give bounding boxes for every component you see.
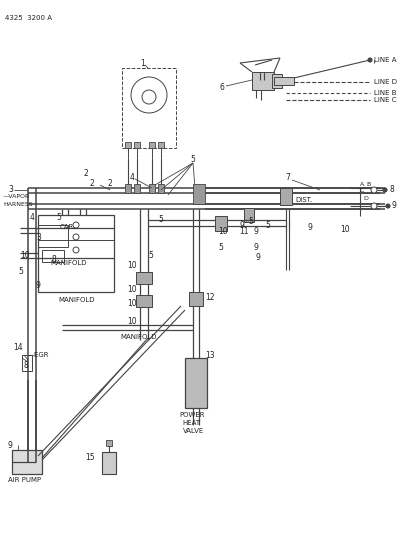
Text: 15: 15 bbox=[85, 454, 95, 463]
Text: 10: 10 bbox=[218, 228, 228, 237]
Bar bbox=[38, 215, 114, 292]
Text: 1: 1 bbox=[140, 59, 145, 68]
Bar bbox=[38, 225, 68, 247]
Text: LINE C: LINE C bbox=[374, 97, 397, 103]
Circle shape bbox=[368, 58, 372, 62]
Text: 5: 5 bbox=[148, 251, 153, 260]
Circle shape bbox=[383, 188, 387, 192]
Text: 5: 5 bbox=[18, 268, 23, 277]
Bar bbox=[125, 184, 131, 193]
Text: 5: 5 bbox=[248, 217, 253, 227]
Text: —EGR: —EGR bbox=[28, 352, 49, 358]
Text: MANIFOLD: MANIFOLD bbox=[120, 334, 157, 340]
Text: 10: 10 bbox=[127, 286, 137, 295]
Text: 9: 9 bbox=[254, 228, 259, 237]
Text: LINE D: LINE D bbox=[374, 79, 397, 85]
Text: 12: 12 bbox=[205, 294, 215, 303]
Bar bbox=[134, 142, 140, 148]
Text: 10: 10 bbox=[127, 261, 137, 270]
Text: —VAPOR: —VAPOR bbox=[3, 195, 30, 199]
Circle shape bbox=[73, 222, 79, 228]
Text: LINE B: LINE B bbox=[374, 90, 397, 96]
Text: 3: 3 bbox=[36, 232, 41, 241]
Bar bbox=[102, 452, 116, 474]
Text: HARNESS: HARNESS bbox=[3, 201, 33, 206]
Text: 6: 6 bbox=[219, 84, 224, 93]
Bar bbox=[189, 292, 203, 306]
Text: 5: 5 bbox=[56, 214, 61, 222]
Text: 9: 9 bbox=[391, 201, 396, 211]
Circle shape bbox=[386, 204, 390, 208]
Bar bbox=[125, 142, 131, 148]
Text: 14: 14 bbox=[13, 343, 22, 352]
Text: 2: 2 bbox=[108, 179, 113, 188]
Text: 9: 9 bbox=[240, 221, 245, 230]
Text: 2: 2 bbox=[83, 169, 88, 179]
Text: 8: 8 bbox=[52, 255, 57, 264]
Bar bbox=[134, 184, 140, 193]
Bar bbox=[215, 216, 227, 231]
Bar bbox=[193, 184, 205, 204]
Text: DIST.: DIST. bbox=[295, 197, 312, 203]
Text: D: D bbox=[363, 196, 368, 200]
Bar bbox=[106, 440, 112, 446]
Bar bbox=[122, 68, 176, 148]
Text: 7: 7 bbox=[285, 174, 290, 182]
Circle shape bbox=[371, 203, 377, 209]
Bar bbox=[136, 272, 152, 284]
Bar bbox=[42, 250, 64, 262]
Text: C: C bbox=[360, 189, 364, 193]
Text: B: B bbox=[366, 182, 370, 188]
Text: 5: 5 bbox=[158, 215, 163, 224]
Bar bbox=[244, 208, 254, 222]
Text: 4: 4 bbox=[30, 214, 35, 222]
Circle shape bbox=[73, 234, 79, 240]
Text: VALVE: VALVE bbox=[183, 428, 204, 434]
Text: 10: 10 bbox=[127, 318, 137, 327]
Bar bbox=[158, 184, 164, 193]
Bar bbox=[252, 72, 274, 90]
Bar bbox=[12, 450, 42, 474]
Bar bbox=[149, 184, 155, 193]
Bar bbox=[185, 358, 207, 408]
Bar bbox=[274, 77, 294, 85]
Text: 5: 5 bbox=[218, 243, 223, 252]
Text: 5: 5 bbox=[265, 221, 270, 230]
Text: 11: 11 bbox=[239, 228, 248, 237]
Text: AIR PUMP: AIR PUMP bbox=[8, 477, 41, 483]
Text: A: A bbox=[360, 182, 364, 188]
Circle shape bbox=[73, 247, 79, 253]
Text: 9: 9 bbox=[255, 254, 260, 262]
Text: 4325  3200 A: 4325 3200 A bbox=[5, 15, 52, 21]
Text: POWER: POWER bbox=[179, 412, 204, 418]
Text: 5: 5 bbox=[190, 156, 195, 165]
Text: 13: 13 bbox=[205, 351, 215, 359]
Circle shape bbox=[142, 90, 156, 104]
Text: 9: 9 bbox=[307, 223, 312, 232]
Text: 10: 10 bbox=[127, 300, 137, 309]
Bar bbox=[136, 295, 152, 307]
Text: 4: 4 bbox=[130, 173, 135, 182]
Text: 9: 9 bbox=[8, 440, 13, 449]
Bar bbox=[280, 188, 292, 205]
Text: MANIFOLD: MANIFOLD bbox=[58, 297, 95, 303]
Text: 9: 9 bbox=[35, 280, 40, 289]
Text: 9: 9 bbox=[253, 244, 258, 253]
Text: 8: 8 bbox=[24, 360, 29, 369]
Bar bbox=[22, 355, 32, 371]
Bar bbox=[158, 142, 164, 148]
Circle shape bbox=[131, 77, 167, 113]
Text: 3: 3 bbox=[8, 185, 13, 195]
Circle shape bbox=[371, 187, 377, 193]
Bar bbox=[149, 142, 155, 148]
Text: CARB: CARB bbox=[60, 224, 79, 230]
Text: LINE A: LINE A bbox=[374, 57, 397, 63]
Text: 2: 2 bbox=[90, 179, 95, 188]
Text: 8: 8 bbox=[390, 185, 395, 195]
Text: 10: 10 bbox=[20, 251, 30, 260]
Text: MANIFOLD: MANIFOLD bbox=[50, 260, 86, 266]
Text: HEAT: HEAT bbox=[182, 420, 200, 426]
Text: 10: 10 bbox=[340, 225, 350, 235]
Bar bbox=[272, 74, 282, 88]
